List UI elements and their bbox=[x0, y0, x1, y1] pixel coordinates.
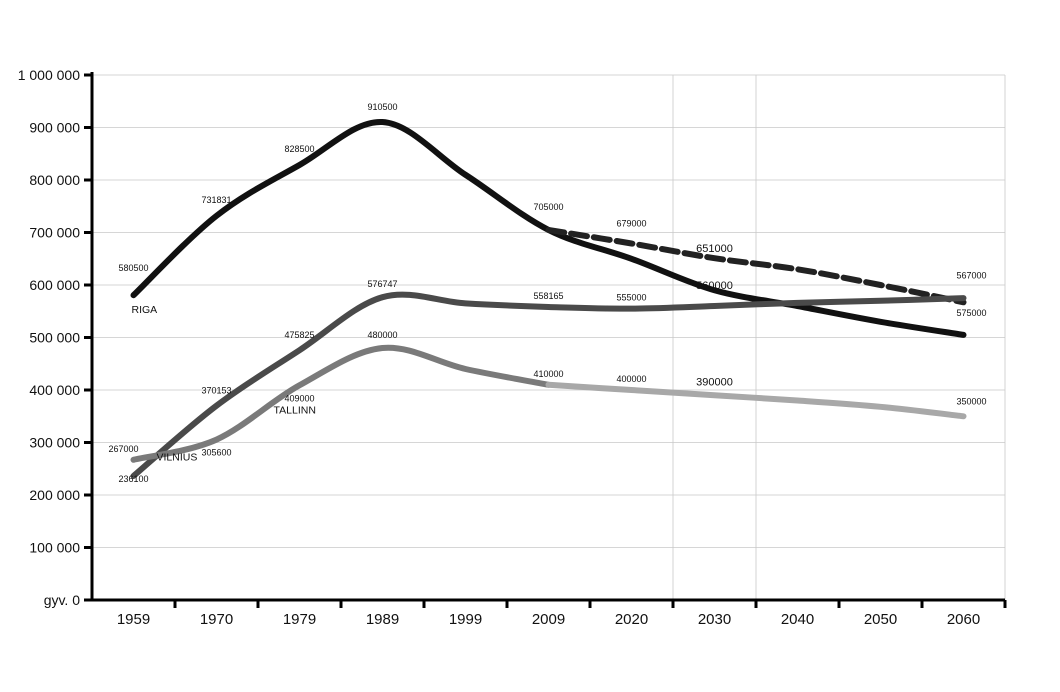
data-label: 567000 bbox=[956, 270, 986, 280]
x-tick-label: 2030 bbox=[698, 611, 731, 628]
data-label: 575000 bbox=[956, 308, 986, 318]
data-label: 350000 bbox=[956, 396, 986, 406]
x-tick-label: 2050 bbox=[864, 611, 897, 628]
axes bbox=[90, 72, 1005, 602]
data-label: 731831 bbox=[201, 195, 231, 205]
series-label-tallinn: TALLINN bbox=[274, 404, 316, 416]
y-tick-label: 200 000 bbox=[29, 487, 80, 503]
x-tick-label: 1959 bbox=[117, 611, 150, 628]
y-tick-label: 100 000 bbox=[29, 540, 80, 556]
series-line-vilnius bbox=[130, 291, 967, 479]
series-line-riga bbox=[130, 118, 967, 338]
data-label: 400000 bbox=[616, 374, 646, 384]
series-line-segment-4 bbox=[545, 381, 967, 420]
series-line-segment-1 bbox=[545, 226, 967, 306]
data-label: 679000 bbox=[616, 219, 646, 229]
data-label: 305600 bbox=[201, 448, 231, 458]
grid-lines bbox=[92, 74, 1006, 600]
data-label: 555000 bbox=[616, 293, 646, 303]
data-label: 480000 bbox=[367, 330, 397, 340]
data-label: 475825 bbox=[284, 330, 314, 340]
data-label: 651000 bbox=[696, 243, 733, 255]
data-labels: 580500 731831 828500 910500 705000 679000 6510… bbox=[108, 102, 986, 484]
series-labels: RIGA VILNIUS TALLINN bbox=[132, 304, 316, 463]
x-axis-ticks: 1959 1970 1979 1989 1999 2009 2020 2030 2040 2050… bbox=[117, 600, 1007, 628]
series-label-riga: RIGA bbox=[132, 304, 158, 316]
y-tick-label: 400 000 bbox=[29, 382, 80, 398]
data-label: 576747 bbox=[367, 279, 397, 289]
data-label: 828500 bbox=[284, 144, 314, 154]
y-tick-label: 1 000 000 bbox=[18, 67, 80, 83]
data-label: 410000 bbox=[533, 369, 563, 379]
series-lines bbox=[130, 118, 967, 479]
data-label: 705000 bbox=[533, 202, 563, 212]
data-label: 558165 bbox=[533, 291, 563, 301]
x-tick-label: 2009 bbox=[532, 611, 565, 628]
data-label: 267000 bbox=[108, 444, 138, 454]
data-label: 370153 bbox=[201, 386, 231, 396]
x-tick-label: 2020 bbox=[615, 611, 648, 628]
x-tick-label: 2060 bbox=[947, 611, 980, 628]
y-tick-label: 700 000 bbox=[29, 225, 80, 241]
data-label: 236100 bbox=[118, 474, 148, 484]
data-label: 560000 bbox=[696, 280, 733, 292]
x-tick-label: 1970 bbox=[200, 611, 233, 628]
y-tick-label: 500 000 bbox=[29, 330, 80, 346]
x-tick-label: 1979 bbox=[283, 611, 316, 628]
x-tick-label: 2040 bbox=[781, 611, 814, 628]
y-tick-label: 600 000 bbox=[29, 277, 80, 293]
y-axis-ticks: gyv. 0 100 000 200 000 300 000 400 000 500 00… bbox=[18, 67, 92, 608]
x-tick-label: 1999 bbox=[449, 611, 482, 628]
y-tick-label: 300 000 bbox=[29, 435, 80, 451]
y-tick-label: gyv. 0 bbox=[44, 592, 81, 608]
data-label: 390000 bbox=[696, 376, 733, 388]
data-label: 409000 bbox=[284, 393, 314, 403]
data-label: 910500 bbox=[367, 102, 397, 112]
series-line-tallinn bbox=[130, 344, 552, 463]
y-tick-label: 800 000 bbox=[29, 172, 80, 188]
y-tick-label: 900 000 bbox=[29, 120, 80, 136]
x-tick-label: 1989 bbox=[366, 611, 399, 628]
data-label: 580500 bbox=[118, 263, 148, 273]
series-label-vilnius: VILNIUS bbox=[157, 452, 198, 464]
